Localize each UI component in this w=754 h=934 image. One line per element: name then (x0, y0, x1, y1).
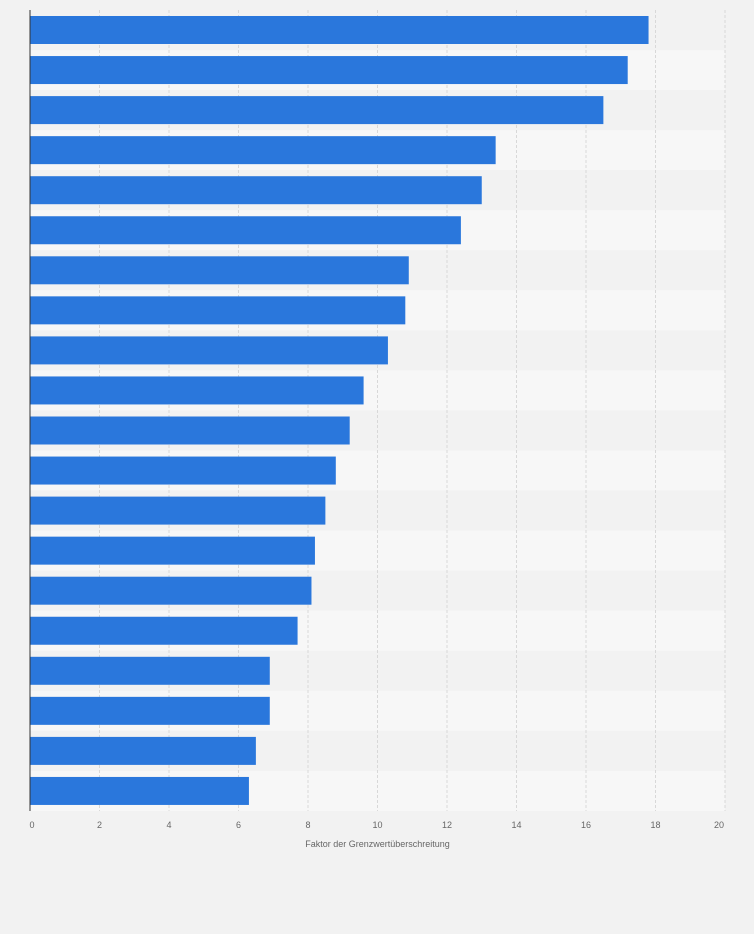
bar (30, 576, 312, 605)
bar (30, 456, 336, 485)
x-tick-label: 10 (372, 820, 382, 830)
x-tick-label: 18 (650, 820, 660, 830)
x-tick-label: 8 (305, 820, 310, 830)
x-tick-labels: 0 2 4 6 8 10 12 14 16 18 20 (29, 820, 724, 830)
x-tick-label: 14 (511, 820, 521, 830)
bar (30, 136, 496, 165)
x-tick-label: 2 (97, 820, 102, 830)
bar (30, 416, 350, 445)
bar (30, 736, 256, 765)
bar (30, 616, 298, 645)
x-tick-label: 20 (714, 820, 724, 830)
bars (30, 16, 649, 805)
bar (30, 656, 270, 685)
bar (30, 216, 461, 245)
x-axis-label: Faktor der Grenzwertüberschreitung (305, 839, 450, 849)
bar (30, 256, 409, 285)
x-tick-label: 6 (236, 820, 241, 830)
x-tick-label: 4 (166, 820, 171, 830)
bar (30, 776, 249, 805)
bar (30, 296, 406, 325)
bar (30, 16, 649, 44)
bar (30, 696, 270, 725)
bar (30, 96, 604, 125)
bar (30, 336, 388, 365)
bar (30, 176, 482, 205)
bar (30, 56, 628, 85)
bar (30, 496, 326, 525)
bar (30, 376, 364, 405)
x-tick-label: 16 (581, 820, 591, 830)
x-tick-label: 12 (442, 820, 452, 830)
x-tick-label: 0 (29, 820, 34, 830)
bar (30, 536, 315, 565)
